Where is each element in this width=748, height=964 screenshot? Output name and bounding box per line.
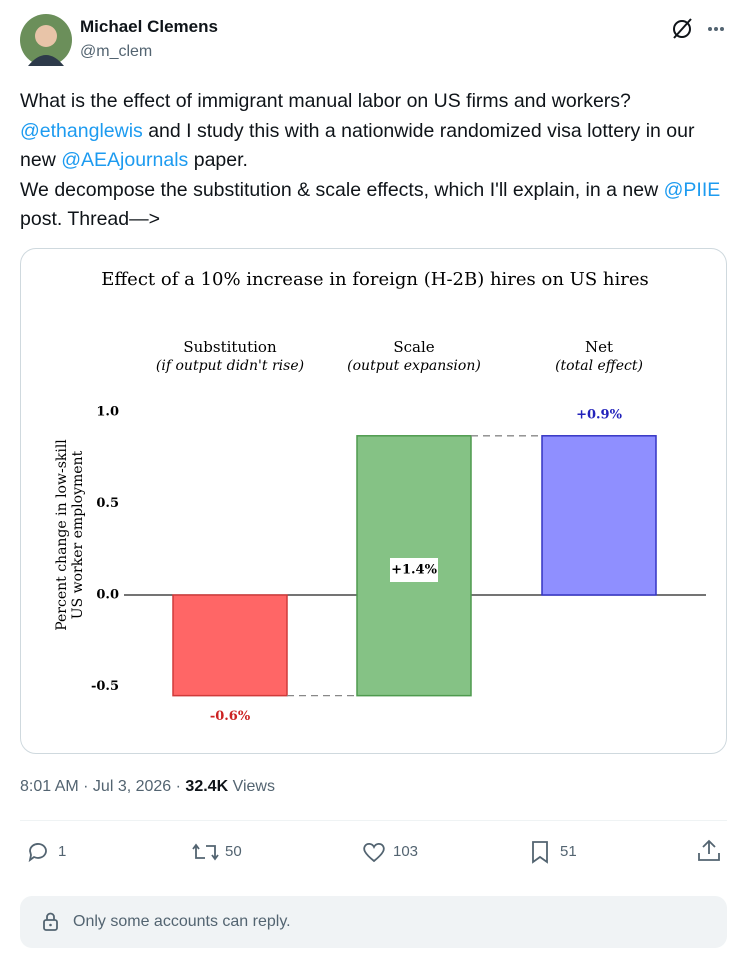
category-subtitle: (total effect)	[555, 358, 643, 374]
mention[interactable]: @ethanglewis	[20, 119, 143, 142]
text-segment: and I study this with a nationwide rando…	[20, 119, 700, 172]
timestamp[interactable]: 8:01 AM · Jul 3, 2026 ·	[20, 778, 186, 795]
like-count[interactable]: 103	[393, 843, 419, 860]
y-axis-label: US worker employment	[70, 450, 86, 619]
author-handle[interactable]: @m_clem	[80, 43, 153, 60]
chart-title: Effect of a 10% increase in foreign (H-2…	[101, 269, 648, 290]
value-label: +1.4%	[391, 563, 438, 578]
author-name[interactable]: Michael Clemens	[80, 17, 218, 36]
category-label: Scale	[393, 338, 434, 356]
y-tick-label: 1.0	[96, 405, 119, 420]
category-subtitle: (output expansion)	[347, 358, 481, 374]
y-tick-label: -0.5	[91, 679, 119, 694]
y-tick-label: 0.5	[96, 496, 119, 511]
bookmark-icon[interactable]	[529, 840, 553, 864]
repost-count[interactable]: 50	[225, 843, 242, 860]
value-label-box	[390, 558, 438, 582]
category-subtitle: (if output didn't rise)	[156, 358, 304, 374]
lock-icon	[43, 912, 58, 931]
mention[interactable]: @AEAjournals	[61, 149, 189, 171]
avatar[interactable]	[20, 14, 72, 66]
chart: Effect of a 10% increase in foreign (H-2…	[54, 269, 706, 724]
bar	[172, 594, 288, 697]
reply-icon[interactable]	[26, 840, 50, 864]
reply-count[interactable]: 1	[58, 843, 67, 860]
views-count: 32.4K	[185, 778, 229, 795]
tweet-meta: 8:01 AM · Jul 3, 2026 · 32.4K Views	[20, 778, 275, 796]
bookmark-count[interactable]: 51	[560, 843, 577, 860]
y-axis-label: Percent change in low-skill	[54, 439, 70, 631]
views-label: Views	[232, 778, 275, 795]
category-label: Substitution	[183, 338, 277, 356]
mention[interactable]: @PIIE	[663, 178, 721, 201]
bar	[541, 435, 657, 596]
repost-icon[interactable]	[191, 840, 221, 864]
text-segment: What is the effect of immigrant manual l…	[20, 90, 631, 112]
like-icon[interactable]	[361, 840, 387, 864]
value-label: +0.9%	[576, 407, 623, 422]
reply-restriction: Only some accounts can reply.	[20, 896, 727, 948]
category-label: Net	[585, 338, 613, 356]
value-label: -0.6%	[210, 709, 251, 724]
divider	[20, 820, 727, 821]
y-tick-label: 0.0	[96, 588, 119, 603]
text-segment: post. Thread—>	[20, 178, 726, 230]
tweet-text: What is the effect of immigrant manual l…	[20, 87, 732, 235]
header-icons[interactable]	[670, 16, 732, 42]
text-segment: paper. We decompose the substitution & s…	[20, 149, 659, 201]
chart-card[interactable]: Effect of a 10% increase in foreign (H-2…	[20, 248, 727, 754]
reply-notice: Only some accounts can reply.	[73, 913, 291, 930]
share-icon[interactable]	[696, 838, 722, 864]
